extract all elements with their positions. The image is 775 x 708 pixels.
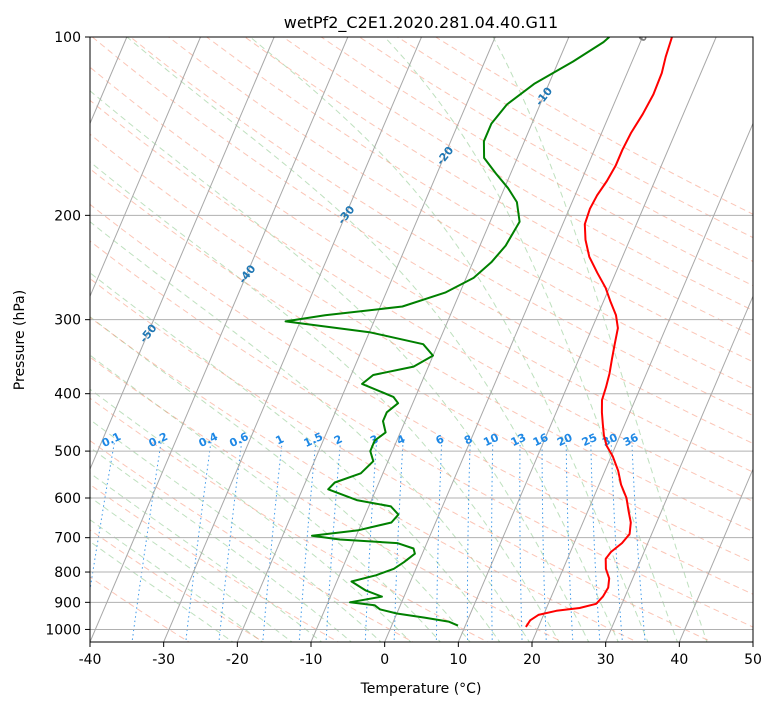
mixing-ratio-line	[466, 440, 471, 642]
mixing-ratio-line	[631, 440, 646, 642]
mixing-ratio-line	[364, 440, 378, 642]
isotherm-label: 0	[635, 30, 650, 44]
isotherm	[236, 37, 496, 642]
mixing-ratio-line	[298, 440, 317, 642]
mixing-ratio-line	[90, 440, 116, 593]
isotherm	[457, 37, 717, 642]
plot-area: -100-90-80-70-60-50-40-30-20-10010203040…	[90, 30, 753, 642]
dry-adiabat	[90, 397, 489, 642]
y-tick-label: 600	[54, 491, 81, 507]
mixing-ratio-line	[393, 440, 404, 642]
mixing-ratio-label: 25	[580, 431, 599, 449]
y-tick-label: 700	[54, 531, 81, 547]
y-tick-label: 300	[54, 313, 81, 329]
x-tick-label: 20	[523, 652, 541, 668]
y-tick-label: 500	[54, 444, 81, 460]
isotherm	[384, 37, 643, 642]
dry-adiabat	[90, 168, 753, 563]
dry-adiabat	[90, 440, 414, 642]
isotherms	[90, 37, 753, 642]
moist-adiabat	[90, 354, 442, 642]
isotherm	[531, 122, 753, 642]
y-tick-label: 1000	[45, 622, 81, 638]
mixing-ratio-line	[218, 440, 243, 642]
sounding-profiles	[284, 37, 673, 628]
y-axis: 100 200 300 400 500 600 700 800 900 1000	[45, 30, 90, 638]
x-tick-label: -30	[152, 652, 175, 668]
dry-adiabat	[320, 37, 753, 287]
x-tick-label: -40	[79, 652, 102, 668]
x-axis-title: Temperature (°C)	[360, 681, 482, 697]
mixing-ratio-line	[131, 440, 162, 642]
dry-adiabat	[90, 66, 753, 473]
mixing-ratio-line	[610, 440, 623, 642]
chart-title: wetPf2_C2E1.2020.281.04.40.G11	[284, 13, 558, 33]
y-tick-label: 200	[54, 208, 81, 224]
mixing-ratio-line	[325, 440, 342, 642]
mixing-ratio-label: 36	[621, 431, 641, 449]
mixing-ratio-line	[185, 440, 212, 642]
dewpoint-profile	[284, 37, 610, 627]
dry-adiabat	[91, 37, 753, 445]
isotherm	[90, 37, 275, 471]
plot-frame	[89, 36, 754, 643]
mixing-ratio-line	[491, 440, 494, 642]
dry-adiabat	[244, 37, 753, 337]
isotherm	[90, 37, 201, 298]
x-tick-label: 10	[449, 652, 467, 668]
temperature-profile	[525, 37, 673, 628]
x-tick-label: 40	[670, 652, 688, 668]
mixing-ratio-label: 20	[555, 431, 575, 449]
dry-adiabat	[90, 133, 753, 533]
mixing-ratio-line	[519, 440, 523, 642]
y-tick-label: 800	[54, 565, 81, 581]
y-tick-label: 400	[54, 387, 81, 403]
x-tick-label: 0	[380, 652, 389, 668]
y-tick-label: 900	[54, 595, 81, 611]
mixing-ratio-line	[590, 440, 601, 642]
isotherm	[163, 37, 422, 642]
mixing-ratio-line	[565, 440, 574, 642]
mixing-ratio-label: 30	[600, 431, 620, 449]
x-axis: -40 -30 -20 -10 0 10 20 30 40 50	[79, 642, 762, 668]
dry-adiabat	[90, 203, 753, 595]
pressure-gridlines	[90, 37, 753, 630]
mixing-ratio-line	[435, 440, 443, 642]
moist-adiabat	[126, 37, 619, 642]
mixing-ratio-label: 10	[481, 431, 501, 449]
moist-adiabat	[90, 472, 323, 642]
isotherm	[605, 295, 753, 642]
x-tick-label: -10	[300, 652, 323, 668]
mixing-ratio-label: 13	[509, 431, 528, 449]
dry-adiabat	[206, 37, 753, 363]
mixing-ratio-label: 16	[531, 431, 551, 449]
x-tick-label: 50	[744, 652, 762, 668]
mixing-ratio-lines	[90, 440, 646, 642]
y-axis-title: Pressure (hPa)	[12, 290, 28, 390]
x-tick-label: -20	[226, 652, 249, 668]
isotherm	[678, 467, 753, 642]
mixing-ratio-line	[541, 440, 547, 642]
y-tick-label: 100	[54, 30, 81, 46]
x-tick-label: 30	[597, 652, 615, 668]
isotherm	[90, 37, 349, 642]
